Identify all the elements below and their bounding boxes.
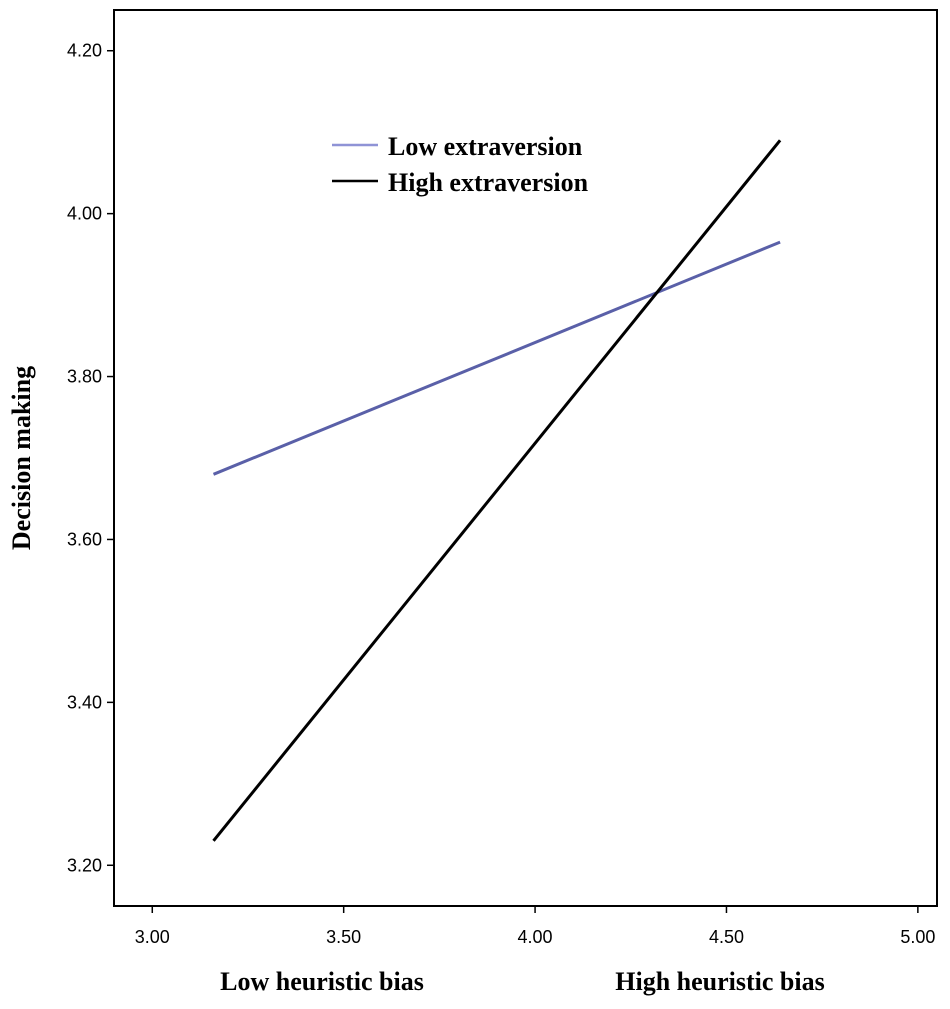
y-tick-label: 4.20: [67, 41, 102, 61]
y-tick-label: 3.40: [67, 692, 102, 712]
legend: Low extraversion High extraversion: [332, 132, 589, 197]
x-tick-label: 3.00: [135, 927, 170, 947]
series-layer: [212, 139, 782, 842]
legend-label-high-extraversion: High extraversion: [388, 168, 589, 197]
x-axis-title-left: Low heuristic bias: [220, 967, 424, 996]
y-tick-label: 3.20: [67, 855, 102, 875]
x-tick-label: 3.50: [326, 927, 361, 947]
series-line-high-extraversion: [212, 139, 782, 842]
x-tick-label: 4.00: [518, 927, 553, 947]
y-axis-title: Decision making: [7, 366, 36, 550]
series-line-low-extraversion: [212, 240, 781, 476]
y-tick-label: 3.80: [67, 367, 102, 387]
x-axis-title-right: High heuristic bias: [615, 967, 824, 996]
y-tick-label: 4.00: [67, 204, 102, 224]
legend-label-low-extraversion: Low extraversion: [388, 132, 583, 161]
y-tick-label: 3.60: [67, 529, 102, 549]
x-axis-ticks: 3.00 3.50 4.00 4.50 5.00: [135, 906, 935, 947]
x-tick-label: 4.50: [709, 927, 744, 947]
x-tick-label: 5.00: [900, 927, 935, 947]
y-axis-ticks: 3.20 3.40 3.60 3.80 4.00 4.20: [67, 41, 114, 875]
